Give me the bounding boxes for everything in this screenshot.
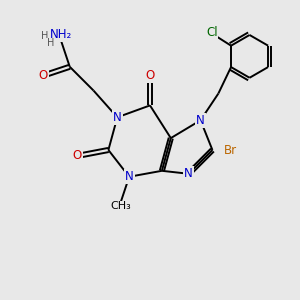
Text: N: N <box>196 114 205 127</box>
Text: N: N <box>125 170 134 183</box>
Text: Cl: Cl <box>206 26 218 39</box>
Text: H: H <box>41 31 48 40</box>
Text: O: O <box>146 69 154 82</box>
Text: O: O <box>73 149 82 162</box>
Text: N: N <box>184 167 193 180</box>
Text: H: H <box>47 38 54 48</box>
Text: Br: Br <box>224 143 237 157</box>
Text: N: N <box>113 111 122 124</box>
Text: NH₂: NH₂ <box>50 28 72 40</box>
Text: CH₃: CH₃ <box>110 202 131 212</box>
Text: O: O <box>38 69 48 82</box>
